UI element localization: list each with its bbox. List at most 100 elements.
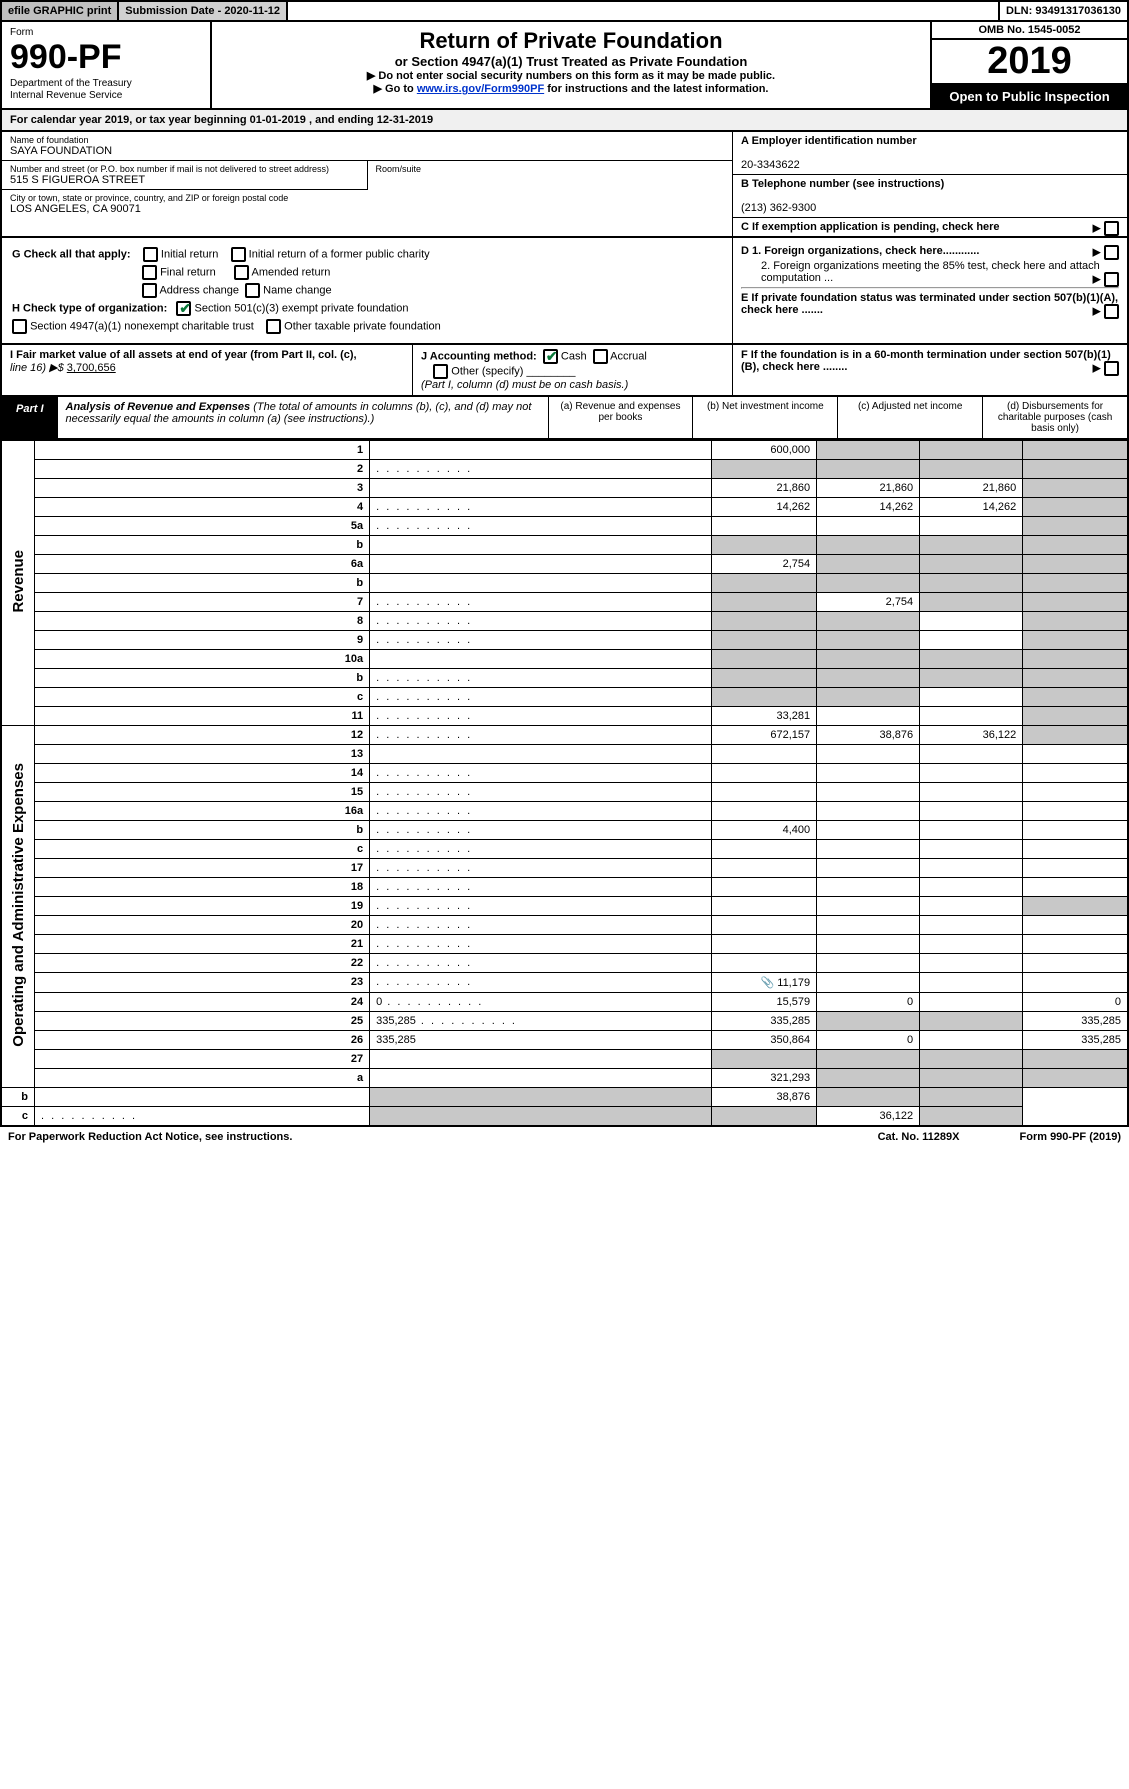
j-note: (Part I, column (d) must be on cash basi… <box>421 379 628 391</box>
col-a-val <box>712 517 817 536</box>
accrual-cb[interactable] <box>593 349 608 364</box>
line-desc: 335,285 <box>370 1012 712 1031</box>
col-a-val <box>712 783 817 802</box>
col-d-val <box>1023 441 1128 460</box>
c-label: C If exemption application is pending, c… <box>741 221 1000 233</box>
line-desc <box>370 726 712 745</box>
table-row: 5a <box>1 517 1128 536</box>
initial-public-cb[interactable] <box>231 247 246 262</box>
col-c-val: 14,262 <box>920 498 1023 517</box>
col-d-val <box>1023 612 1128 631</box>
col-b-val <box>817 555 920 574</box>
col-c-val <box>920 1069 1023 1088</box>
line-num: 9 <box>35 631 370 650</box>
line-num: b <box>1 1088 35 1107</box>
col-a-val: 335,285 <box>712 1012 817 1031</box>
telephone: (213) 362-9300 <box>741 202 816 214</box>
col-c-val <box>920 993 1023 1012</box>
col-a-val <box>712 745 817 764</box>
line-desc <box>370 441 712 460</box>
line-num: 7 <box>35 593 370 612</box>
bottom-checks: I Fair market value of all assets at end… <box>0 345 1129 397</box>
col-a-val <box>712 612 817 631</box>
col-a-val <box>712 859 817 878</box>
col-b-val <box>817 935 920 954</box>
col-d-val <box>1023 555 1128 574</box>
line-desc <box>370 498 712 517</box>
part-title: Analysis of Revenue and Expenses (The to… <box>58 397 548 438</box>
col-d-val <box>1023 460 1128 479</box>
line-desc <box>35 1107 370 1127</box>
table-row: 18 <box>1 878 1128 897</box>
col-c-val <box>920 650 1023 669</box>
entity-info: Name of foundation SAYA FOUNDATION Numbe… <box>0 132 1129 238</box>
501c3-cb[interactable] <box>176 301 191 316</box>
other-method-cb[interactable] <box>433 364 448 379</box>
col-a-val: 33,281 <box>712 707 817 726</box>
line-desc <box>370 707 712 726</box>
line-num: a <box>35 1069 370 1088</box>
line-num: c <box>1 1107 35 1127</box>
d2-cb[interactable] <box>1104 272 1119 287</box>
j-label: J Accounting method: <box>421 350 537 362</box>
col-b-val <box>817 821 920 840</box>
part-label: Part I <box>2 397 58 438</box>
col-c-val <box>920 707 1023 726</box>
col-d-val: 0 <box>1023 993 1128 1012</box>
final-return-cb[interactable] <box>142 265 157 280</box>
c-checkbox[interactable] <box>1104 221 1119 236</box>
line-desc <box>370 821 712 840</box>
d1-cb[interactable] <box>1104 245 1119 260</box>
col-d-val <box>1023 498 1128 517</box>
col-a-val <box>712 593 817 612</box>
col-a-val <box>712 574 817 593</box>
line-num: 16a <box>35 802 370 821</box>
col-b-val <box>817 612 920 631</box>
irs-link[interactable]: www.irs.gov/Form990PF <box>417 83 544 95</box>
form-number: 990-PF <box>10 38 202 77</box>
col-c-val <box>920 764 1023 783</box>
line-num: b <box>35 536 370 555</box>
col-b-val <box>817 916 920 935</box>
col-a-hdr: (a) Revenue and expenses per books <box>548 397 693 438</box>
table-row: 2 <box>1 460 1128 479</box>
4947-cb[interactable] <box>12 319 27 334</box>
cash-cb[interactable] <box>543 349 558 364</box>
line-desc <box>370 840 712 859</box>
col-d-val <box>920 1107 1023 1127</box>
omb-number: OMB No. 1545-0052 <box>932 22 1127 40</box>
line-num: 13 <box>35 745 370 764</box>
e-cb[interactable] <box>1104 304 1119 319</box>
col-b-val: 0 <box>817 993 920 1012</box>
instruction-2: ▶ Go to www.irs.gov/Form990PF for instru… <box>218 82 924 95</box>
line-num: 20 <box>35 916 370 935</box>
form-header: Form 990-PF Department of the Treasury I… <box>0 22 1129 110</box>
col-c-val <box>920 897 1023 916</box>
foundation-name: SAYA FOUNDATION <box>10 145 724 157</box>
initial-return-cb[interactable] <box>143 247 158 262</box>
f-cb[interactable] <box>1104 361 1119 376</box>
amended-cb[interactable] <box>234 265 249 280</box>
other-taxable-cb[interactable] <box>266 319 281 334</box>
line-desc <box>370 745 712 764</box>
col-c-val <box>920 1012 1023 1031</box>
col-a-val <box>712 631 817 650</box>
line-num: 4 <box>35 498 370 517</box>
submission-date: Submission Date - 2020-11-12 <box>119 2 288 20</box>
line-num: 25 <box>35 1012 370 1031</box>
col-c-val <box>920 460 1023 479</box>
efile-label[interactable]: efile GRAPHIC print <box>2 2 119 20</box>
check-block: G Check all that apply: Initial return I… <box>0 238 1129 345</box>
name-change-cb[interactable] <box>245 283 260 298</box>
line-desc <box>370 916 712 935</box>
line-num: 24 <box>35 993 370 1012</box>
line-num: 1 <box>35 441 370 460</box>
col-b-val <box>817 650 920 669</box>
col-d-val <box>1023 631 1128 650</box>
table-row: 16a <box>1 802 1128 821</box>
col-b-val <box>817 631 920 650</box>
line-num: c <box>35 840 370 859</box>
col-b-val <box>817 574 920 593</box>
address-change-cb[interactable] <box>142 283 157 298</box>
e-label: E If private foundation status was termi… <box>741 292 1118 316</box>
